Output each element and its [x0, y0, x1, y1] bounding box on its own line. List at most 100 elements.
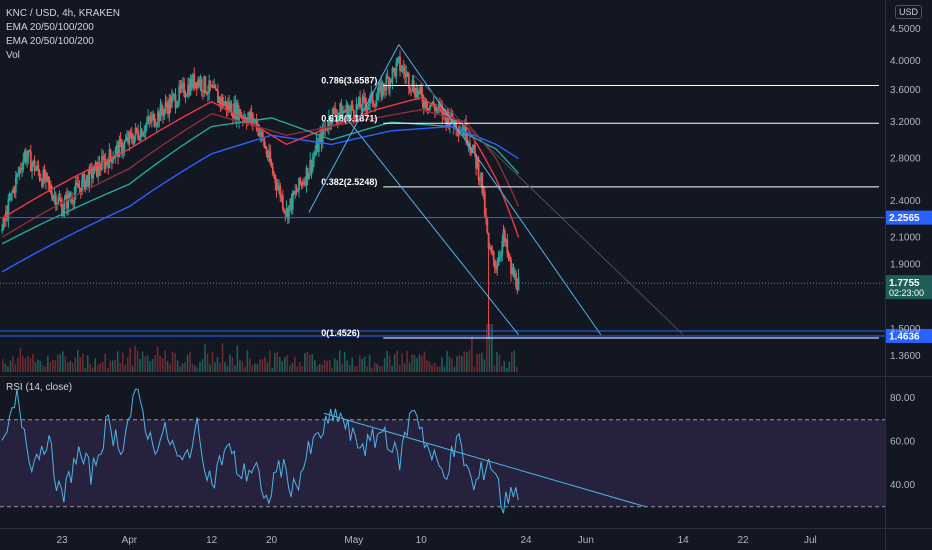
candle-body — [405, 73, 408, 77]
candle-body — [365, 104, 368, 111]
candle-body — [435, 108, 438, 112]
candle-body — [232, 115, 234, 119]
candle-body — [466, 139, 469, 144]
candle-body — [248, 112, 250, 118]
candle-body — [465, 122, 467, 140]
candle-body — [103, 158, 106, 169]
candle-body — [488, 247, 491, 249]
candle-body — [91, 167, 93, 179]
volume-bar — [281, 361, 284, 372]
indicator-label-ema-1[interactable]: EMA 20/50/100/200 — [6, 22, 94, 33]
volume-bar — [284, 357, 286, 372]
currency-badge[interactable]: USD — [895, 5, 923, 19]
candle-body — [212, 85, 214, 88]
candle-body — [214, 85, 217, 89]
volume-bar — [194, 365, 196, 372]
candle-body — [48, 182, 51, 185]
candle-body — [225, 101, 228, 111]
level-price-tag — [886, 210, 932, 225]
volume-bar — [109, 360, 111, 372]
volume-bar — [368, 354, 371, 372]
candle-body — [180, 84, 183, 89]
candle-body — [382, 83, 385, 90]
volume-bar — [179, 366, 181, 372]
candle-body — [149, 119, 152, 122]
volume-bar — [119, 363, 121, 372]
candle-body — [508, 256, 511, 260]
fib-level-label: 0.786(3.6587) — [321, 76, 377, 86]
volume-bar — [57, 354, 59, 372]
candle-body — [207, 92, 209, 95]
volume-bar — [52, 360, 54, 372]
candle-body — [188, 84, 191, 95]
candle-body — [417, 90, 420, 95]
volume-bar — [483, 359, 486, 372]
candle-body — [167, 106, 169, 115]
volume-bar — [72, 363, 74, 372]
volume-bar — [314, 360, 316, 372]
volume-bar — [27, 356, 29, 372]
candle-body — [158, 111, 161, 121]
candle-body — [152, 114, 154, 117]
candle-body — [39, 178, 42, 181]
candle-body — [350, 104, 353, 109]
candle-body — [219, 97, 222, 105]
volume-bar — [149, 361, 151, 372]
volume-bar — [99, 363, 101, 372]
candle-body — [414, 91, 416, 98]
candle-body — [72, 202, 75, 204]
volume-bar — [418, 354, 421, 372]
candle-body — [71, 198, 73, 203]
rsi-title[interactable]: RSI (14, close) — [6, 382, 73, 393]
candle-body — [119, 139, 122, 141]
volume-bar — [428, 361, 431, 372]
volume-bar — [493, 365, 496, 372]
candle-body — [288, 205, 290, 219]
candle-body — [515, 272, 517, 287]
volume-bar — [443, 366, 446, 372]
candle-body — [98, 162, 101, 170]
candle-body — [285, 208, 288, 214]
volume-bar — [326, 360, 328, 372]
indicator-label-vol[interactable]: Vol — [6, 50, 20, 61]
volume-bar — [29, 358, 32, 372]
candle-body — [195, 82, 198, 88]
volume-bar — [236, 345, 239, 372]
candle-body — [204, 76, 207, 93]
candle-body — [364, 97, 366, 105]
volume-bar — [348, 364, 351, 372]
volume-bar — [448, 356, 451, 372]
volume-bar — [478, 353, 481, 372]
volume-bar — [356, 366, 358, 372]
candle-body — [47, 176, 50, 183]
candle-body — [170, 96, 173, 108]
candle-body — [434, 106, 436, 112]
candle-body — [59, 200, 62, 203]
candle-body — [416, 87, 419, 95]
candle-body — [37, 165, 40, 172]
candle-body — [175, 105, 178, 108]
candle-body — [106, 159, 108, 163]
candle-body — [335, 115, 338, 121]
candle-body — [23, 151, 26, 160]
current-price-label: 1.7755 — [889, 278, 920, 289]
candle-body — [208, 80, 211, 93]
candle-body — [338, 112, 340, 116]
volume-bar — [398, 364, 401, 372]
volume-bar — [291, 363, 294, 372]
candle-body — [64, 195, 67, 200]
volume-bar — [411, 354, 413, 372]
candle-body — [185, 95, 188, 97]
candle-body — [41, 180, 43, 187]
candle-body — [202, 90, 204, 93]
level-price-label: 2.2565 — [889, 213, 920, 224]
candle-body — [18, 167, 21, 173]
indicator-label-ema-2[interactable]: EMA 20/50/100/200 — [6, 36, 94, 47]
candle-body — [412, 80, 415, 92]
candle-body — [507, 253, 510, 257]
volume-bar — [343, 351, 346, 372]
candle-body — [401, 66, 404, 71]
volume-bar — [421, 355, 423, 372]
candle-body — [513, 272, 516, 277]
